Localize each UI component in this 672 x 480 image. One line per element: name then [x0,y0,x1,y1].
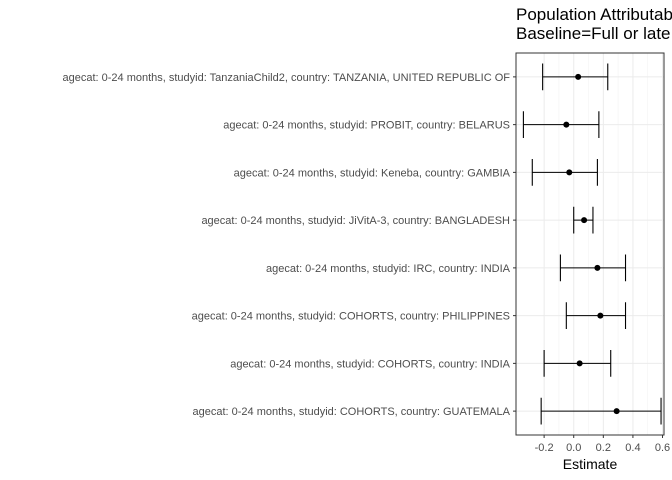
estimate-point [575,73,582,80]
y-tick-label: agecat: 0-24 months, studyid: TanzaniaCh… [62,72,510,84]
y-axis-ticks: agecat: 0-24 months, studyid: TanzaniaCh… [62,72,516,418]
plot-panel-border [515,52,665,436]
chart-title-line-1: Population Attributable [516,5,672,24]
estimate-intervals [515,52,665,436]
estimate-point [566,169,573,176]
y-tick-label: agecat: 0-24 months, studyid: PROBIT, co… [223,120,510,132]
y-tick-label: agecat: 0-24 months, studyid: Keneba, co… [234,167,511,179]
x-axis-ticks: -0.2 0.0 0.2 0.4 0.6 [535,435,670,454]
estimate-point [581,217,588,224]
x-tick-label: -0.2 [535,442,554,454]
x-tick-label: 0.4 [625,442,640,454]
y-tick-label: agecat: 0-24 months, studyid: JiVitA-3, … [201,215,510,227]
estimate-point [563,121,570,128]
estimate-point [576,360,583,367]
x-tick-label: 0.0 [566,442,581,454]
y-tick-label: agecat: 0-24 months, studyid: COHORTS, c… [230,358,510,370]
x-axis-title: Estimate [563,456,618,472]
chart-title-line-2: Baseline=Full or late [516,24,671,43]
estimate-point [594,264,601,271]
y-tick-label: agecat: 0-24 months, studyid: COHORTS, c… [192,311,510,323]
x-tick-label: 0.6 [655,442,670,454]
estimate-point [613,408,620,415]
plot-panel [515,52,665,436]
x-tick-label: 0.2 [596,442,611,454]
estimate-point [597,312,604,319]
y-tick-label: agecat: 0-24 months, studyid: COHORTS, c… [193,406,511,418]
y-tick-label: agecat: 0-24 months, studyid: IRC, count… [266,263,511,275]
